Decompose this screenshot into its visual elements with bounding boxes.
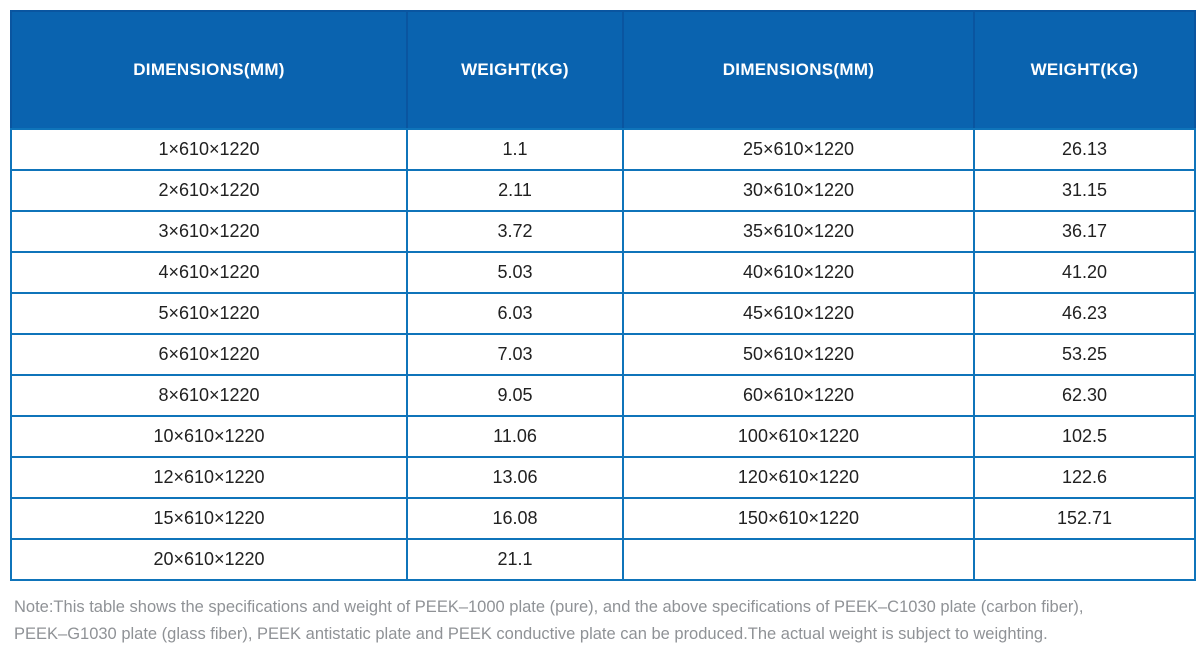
cell-weight-empty (973, 538, 1196, 581)
cell-weight: 13.06 (406, 456, 624, 499)
table-row: 15×610×1220 16.08 150×610×1220 152.71 (10, 497, 1196, 540)
footnote-line-2: PEEK–G1030 plate (glass fiber), PEEK ant… (14, 625, 1048, 643)
cell-weight: 11.06 (406, 415, 624, 458)
cell-weight: 3.72 (406, 210, 624, 253)
cell-dimensions: 2×610×1220 (10, 169, 408, 212)
cell-dimensions: 12×610×1220 (10, 456, 408, 499)
cell-dimensions: 45×610×1220 (622, 292, 975, 335)
cell-weight: 31.15 (973, 169, 1196, 212)
cell-weight: 152.71 (973, 497, 1196, 540)
footnote: Note:This table shows the specifications… (14, 594, 1190, 648)
table-row: 6×610×1220 7.03 50×610×1220 53.25 (10, 333, 1196, 376)
header-row: DIMENSIONS(MM) WEIGHT(KG) DIMENSIONS(MM)… (10, 10, 1196, 130)
spec-table: DIMENSIONS(MM) WEIGHT(KG) DIMENSIONS(MM)… (10, 10, 1196, 581)
cell-dimensions: 10×610×1220 (10, 415, 408, 458)
cell-dimensions-empty (622, 538, 975, 581)
cell-weight: 53.25 (973, 333, 1196, 376)
cell-weight: 102.5 (973, 415, 1196, 458)
cell-weight: 16.08 (406, 497, 624, 540)
table-row: 2×610×1220 2.11 30×610×1220 31.15 (10, 169, 1196, 212)
cell-weight: 1.1 (406, 128, 624, 171)
table-row: 10×610×1220 11.06 100×610×1220 102.5 (10, 415, 1196, 458)
cell-dimensions: 120×610×1220 (622, 456, 975, 499)
table-row: 5×610×1220 6.03 45×610×1220 46.23 (10, 292, 1196, 335)
cell-dimensions: 60×610×1220 (622, 374, 975, 417)
cell-dimensions: 20×610×1220 (10, 538, 408, 581)
cell-dimensions: 8×610×1220 (10, 374, 408, 417)
cell-weight: 21.1 (406, 538, 624, 581)
cell-weight: 41.20 (973, 251, 1196, 294)
cell-dimensions: 15×610×1220 (10, 497, 408, 540)
table-row: 12×610×1220 13.06 120×610×1220 122.6 (10, 456, 1196, 499)
cell-dimensions: 25×610×1220 (622, 128, 975, 171)
cell-weight: 26.13 (973, 128, 1196, 171)
cell-weight: 6.03 (406, 292, 624, 335)
cell-weight: 122.6 (973, 456, 1196, 499)
cell-dimensions: 5×610×1220 (10, 292, 408, 335)
cell-dimensions: 3×610×1220 (10, 210, 408, 253)
cell-dimensions: 1×610×1220 (10, 128, 408, 171)
cell-dimensions: 35×610×1220 (622, 210, 975, 253)
cell-dimensions: 50×610×1220 (622, 333, 975, 376)
cell-dimensions: 4×610×1220 (10, 251, 408, 294)
table-row: 8×610×1220 9.05 60×610×1220 62.30 (10, 374, 1196, 417)
header-dimensions-right: DIMENSIONS(MM) (622, 10, 975, 130)
cell-weight: 62.30 (973, 374, 1196, 417)
table-row: 3×610×1220 3.72 35×610×1220 36.17 (10, 210, 1196, 253)
cell-dimensions: 100×610×1220 (622, 415, 975, 458)
header-weight-left: WEIGHT(KG) (406, 10, 624, 130)
cell-weight: 46.23 (973, 292, 1196, 335)
cell-dimensions: 40×610×1220 (622, 251, 975, 294)
cell-weight: 7.03 (406, 333, 624, 376)
cell-dimensions: 150×610×1220 (622, 497, 975, 540)
header-dimensions-left: DIMENSIONS(MM) (10, 10, 408, 130)
table-row: 1×610×1220 1.1 25×610×1220 26.13 (10, 128, 1196, 171)
table-row: 20×610×1220 21.1 (10, 538, 1196, 581)
header-weight-right: WEIGHT(KG) (973, 10, 1196, 130)
cell-dimensions: 6×610×1220 (10, 333, 408, 376)
cell-dimensions: 30×610×1220 (622, 169, 975, 212)
cell-weight: 36.17 (973, 210, 1196, 253)
cell-weight: 2.11 (406, 169, 624, 212)
cell-weight: 5.03 (406, 251, 624, 294)
footnote-line-1: Note:This table shows the specifications… (14, 598, 1084, 616)
table-row: 4×610×1220 5.03 40×610×1220 41.20 (10, 251, 1196, 294)
page: DIMENSIONS(MM) WEIGHT(KG) DIMENSIONS(MM)… (0, 10, 1200, 648)
cell-weight: 9.05 (406, 374, 624, 417)
